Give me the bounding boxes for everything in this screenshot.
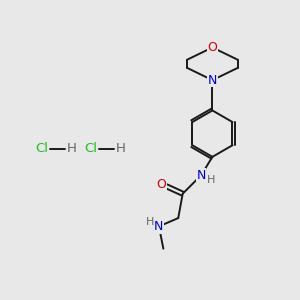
Text: N: N (208, 74, 217, 87)
Text: N: N (196, 169, 206, 182)
Text: H: H (146, 217, 154, 227)
Text: O: O (208, 41, 218, 54)
Text: N: N (154, 220, 164, 233)
Text: H: H (206, 175, 215, 185)
Text: H: H (116, 142, 126, 155)
Text: H: H (67, 142, 77, 155)
Text: Cl: Cl (35, 142, 48, 155)
Text: Cl: Cl (84, 142, 97, 155)
Text: O: O (156, 178, 166, 191)
